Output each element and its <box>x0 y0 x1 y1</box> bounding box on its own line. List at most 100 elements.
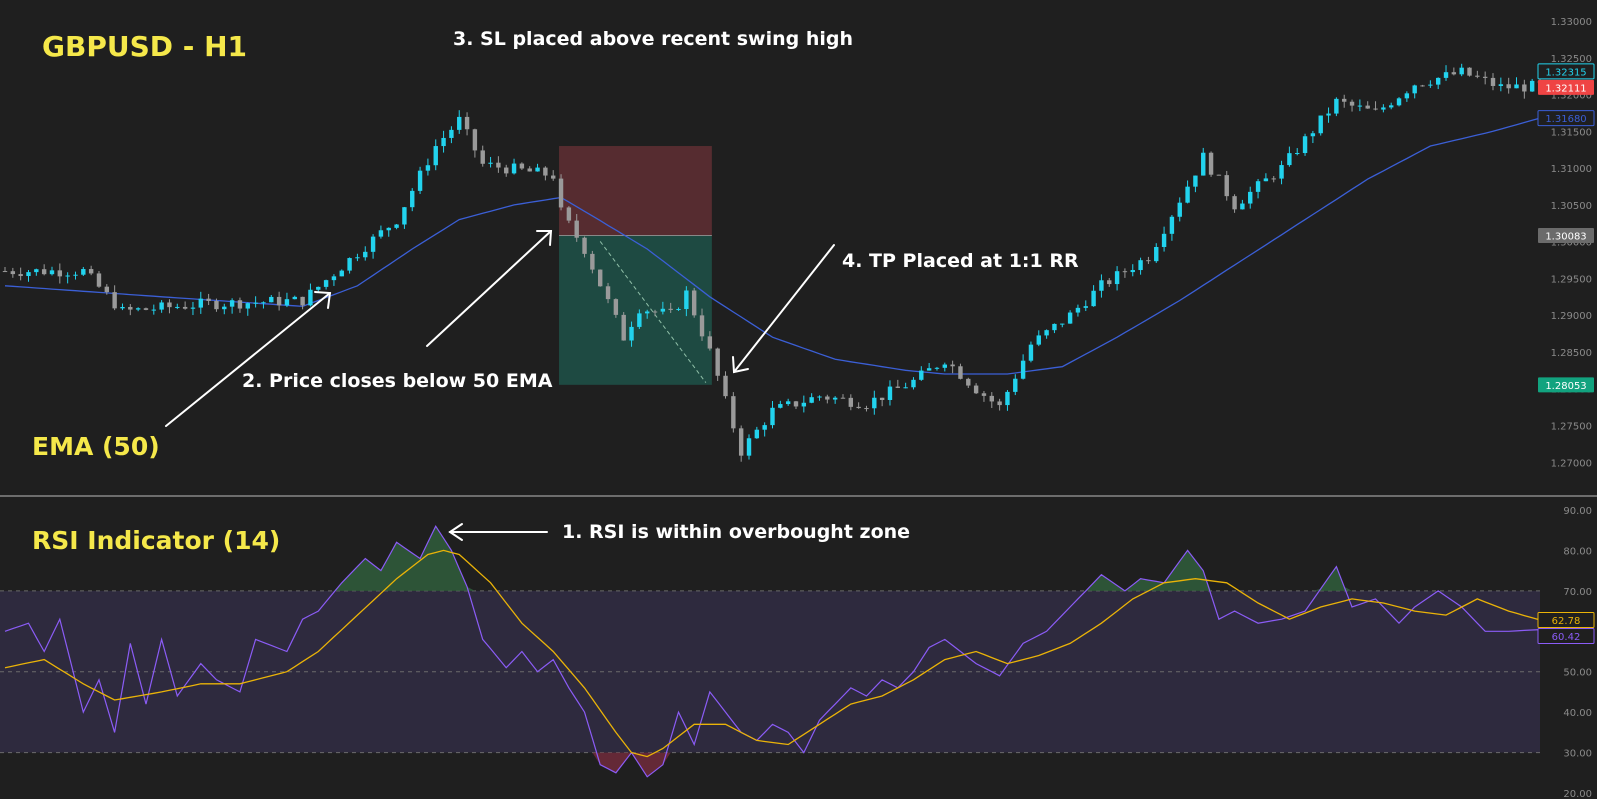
candle <box>621 312 626 341</box>
candle-body <box>1067 312 1073 324</box>
candle-body <box>1302 136 1308 154</box>
candle <box>1412 84 1417 99</box>
candle <box>989 392 994 408</box>
candle-body <box>1287 153 1292 166</box>
annotation-step3: 3. SL placed above recent swing high <box>453 28 853 50</box>
arrow-ema <box>165 291 332 427</box>
candle-body <box>18 274 23 277</box>
candle-body <box>198 298 203 308</box>
candle <box>276 291 282 311</box>
candle-body <box>1193 175 1198 187</box>
candle-body <box>1240 203 1245 210</box>
candles-layer <box>2 63 1543 462</box>
candle <box>104 284 110 295</box>
candle <box>942 362 947 372</box>
rsi-lines-layer <box>4 524 1541 778</box>
candle-body <box>441 137 446 147</box>
candle <box>464 112 470 136</box>
candle-body <box>1388 105 1394 108</box>
candle <box>237 297 243 313</box>
candle <box>222 303 227 315</box>
candle-body <box>370 236 376 252</box>
candle-body <box>378 230 384 237</box>
candle <box>1036 330 1041 347</box>
take-profit-zone <box>559 235 712 385</box>
candle <box>582 236 587 258</box>
arrow-close-below-ema <box>426 230 553 347</box>
candle-body <box>1060 323 1065 325</box>
candle <box>903 382 908 389</box>
candle <box>1020 354 1026 380</box>
rsi-panel-title: RSI Indicator (14) <box>32 526 280 555</box>
candle <box>598 269 603 287</box>
candle-body <box>723 375 728 397</box>
candle-body <box>1271 178 1276 180</box>
price-tick-label: 1.32000 <box>1551 91 1592 102</box>
candle-body <box>981 393 987 396</box>
candle-body <box>363 251 368 258</box>
candle <box>934 366 940 371</box>
candle <box>504 164 509 177</box>
candle-body <box>715 348 720 376</box>
candle <box>770 400 775 429</box>
candle-body <box>496 162 501 168</box>
tag-box <box>1538 377 1594 393</box>
candle-body <box>1349 101 1355 106</box>
candle <box>738 425 744 462</box>
candle <box>1083 300 1088 312</box>
candle-body <box>1498 84 1504 86</box>
candle-body <box>926 368 932 371</box>
candle <box>527 166 532 172</box>
candle-body <box>488 162 493 164</box>
candle-body <box>159 302 164 310</box>
candle <box>1428 80 1433 88</box>
candle-body <box>1161 233 1167 247</box>
rsi-tick-label: 90.00 <box>1563 506 1592 517</box>
candle <box>355 253 360 262</box>
candle-body <box>1295 153 1300 155</box>
candle-body <box>997 401 1002 406</box>
candle <box>269 295 274 303</box>
candle-body <box>644 311 650 314</box>
candle-body <box>1373 108 1378 110</box>
candle <box>778 400 783 409</box>
candle-body <box>425 165 431 171</box>
price-axis[interactable]: 1.33000 1.32500 1.32000 1.31500 1.31000 1.305… <box>1551 17 1592 469</box>
candle-body <box>1122 271 1128 273</box>
candle <box>261 301 266 309</box>
candle <box>754 426 760 439</box>
candle-body <box>135 308 141 310</box>
tag-box <box>1537 628 1595 645</box>
tag-label: 1.32315 <box>1545 67 1586 78</box>
candle-body <box>1013 378 1018 392</box>
candle <box>1522 79 1527 99</box>
candle-body <box>1091 290 1096 307</box>
rsi-tick-label: 70.00 <box>1563 587 1592 598</box>
candle <box>433 139 438 171</box>
candle <box>159 300 164 313</box>
candle-body <box>402 207 407 225</box>
candle <box>1334 97 1339 117</box>
candle-body <box>1075 307 1081 313</box>
candle-body <box>1248 191 1253 204</box>
candle-body <box>934 367 940 369</box>
candle <box>715 347 720 381</box>
candle-body <box>182 306 188 309</box>
candle-body <box>668 308 673 310</box>
candle-body <box>1490 77 1496 86</box>
rsi-tick-label: 20.00 <box>1563 789 1592 799</box>
candle-body <box>1154 246 1159 262</box>
tag-label: 1.30083 <box>1545 232 1586 243</box>
candle-body <box>691 290 697 316</box>
candle <box>691 287 697 318</box>
candle-body <box>480 150 485 164</box>
price-tick-label: 1.32500 <box>1551 54 1592 65</box>
candle <box>370 234 376 259</box>
candle-body <box>754 429 760 439</box>
candle <box>1529 78 1535 92</box>
candle <box>496 156 501 173</box>
annotation-arrows <box>165 230 835 541</box>
candle <box>1271 176 1276 183</box>
candle-body <box>1224 175 1229 197</box>
candle-body <box>809 397 814 403</box>
